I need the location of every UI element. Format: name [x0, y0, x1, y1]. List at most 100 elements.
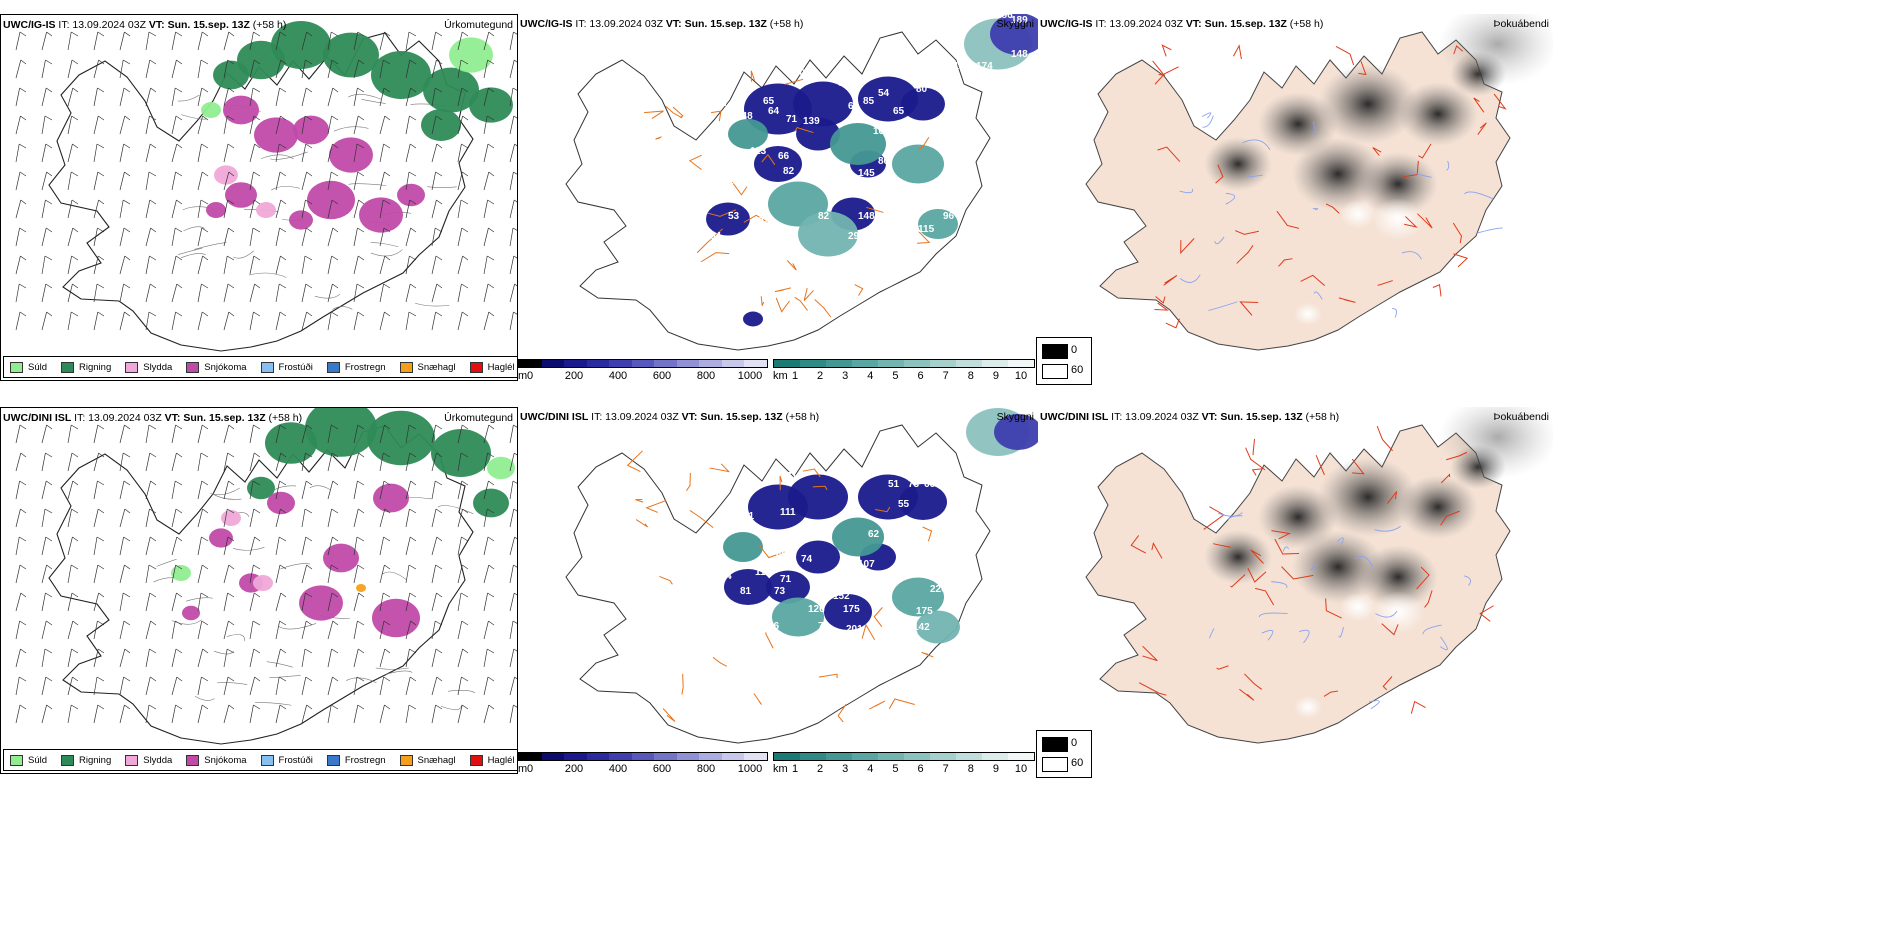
colorbar-bin	[586, 360, 610, 367]
visibility-value-label: 61	[948, 61, 960, 72]
visibility-value-label: 132	[848, 571, 865, 582]
visibility-value-label: 84	[838, 78, 850, 89]
visibility-value-label: 73	[774, 586, 786, 597]
legend-item: Frostregn	[326, 361, 386, 373]
colorbar-bin	[676, 753, 700, 760]
colorbar-tick: 9	[992, 763, 999, 774]
visibility-value-label: 74	[801, 554, 813, 565]
colorbar-tick: 7	[942, 763, 949, 774]
panel-title: UWC/IG-IS IT: 13.09.2024 03Z VT: Sun. 15…	[3, 19, 287, 31]
legend-swatch	[326, 361, 340, 373]
visibility-value-label: 142	[913, 622, 930, 633]
panel-parameter-name: Þokuábendi	[1493, 411, 1549, 423]
legend-item: Rigning	[61, 361, 112, 373]
colorbar-bin	[930, 360, 956, 367]
visibility-value-label: 6	[808, 74, 814, 85]
colorbar-bin	[982, 753, 1008, 760]
colorbar-bin	[519, 753, 542, 760]
visibility-value-label: 115	[918, 224, 935, 235]
colorbar-bin	[1008, 360, 1034, 367]
cloud-height-colorbar: m 0 200 400 600 800 1000	[518, 752, 768, 774]
visibility-value-label: 81	[743, 511, 755, 522]
colorbar-bin	[721, 753, 745, 760]
colorbar-bin	[930, 753, 956, 760]
colorbar-bin	[654, 753, 677, 760]
colorbar-bin	[878, 753, 904, 760]
visibility-value-label: 152	[833, 591, 850, 602]
colorbar-tick: 0	[526, 370, 534, 381]
visibility-value-label: 94	[943, 191, 955, 202]
legend-swatch	[61, 754, 75, 766]
fog-high-label: 0	[1071, 344, 1078, 356]
colorbar-bin	[774, 360, 800, 367]
legend-item: Frostúði	[260, 361, 313, 373]
panel-parameter-name: Skyggni	[996, 18, 1034, 30]
visibility-value-label: 60	[794, 68, 806, 79]
legend-item: Súld	[10, 361, 47, 373]
visibility-value-label: 68	[813, 151, 825, 162]
colorbar-bin	[586, 753, 610, 760]
panel-title: UWC/DINI ISL IT: 13.09.2024 03Z VT: Sun.…	[3, 412, 303, 424]
colorbar-unit: m	[518, 763, 528, 774]
colorbar-tick: 600	[652, 763, 672, 774]
visibility-value-label: 62	[868, 529, 880, 540]
visibility-value-label: 66	[924, 479, 936, 490]
legend-swatch	[186, 361, 200, 373]
colorbar-tick: 200	[564, 370, 584, 381]
legend-label: Snæhagl	[417, 361, 456, 373]
panel-parameter-name: Skyggni	[996, 411, 1034, 423]
visibility-value-label: 98	[763, 311, 775, 322]
visibility-value-label: 116	[755, 567, 772, 578]
visibility-value-label: 53	[858, 471, 870, 482]
visibility-value-label: 148	[736, 111, 753, 122]
visibility-value-label: 76	[768, 621, 780, 632]
visibility-panel-top: UWC/IG-IS IT: 13.09.2024 03Z VT: Sun. 15…	[518, 14, 1038, 381]
colorbar-unit: m	[518, 370, 528, 381]
legend-swatch	[326, 754, 340, 766]
colorbar-strip	[773, 752, 1035, 761]
visibility-value-label: 55	[898, 499, 910, 510]
legend-item: Haglél	[469, 754, 515, 766]
visibility-value-label: 81	[740, 586, 752, 597]
legend-label: Snæhagl	[417, 754, 456, 766]
visibility-value-label: 51	[888, 479, 900, 490]
fog-map	[1085, 14, 1553, 351]
colorbar-tick: 800	[696, 763, 716, 774]
visibility-value-label: 85	[776, 549, 788, 560]
colorbar-bin	[654, 360, 677, 367]
colorbar-unit: km	[773, 763, 788, 774]
colorbar-tick: 600	[652, 370, 672, 381]
visibility-value-label: 145	[898, 539, 915, 550]
panel-title: UWC/DINI ISL IT: 13.09.2024 03Z VT: Sun.…	[520, 411, 820, 423]
legend-label: Haglél	[487, 361, 515, 373]
colorbar-tick: 200	[564, 763, 584, 774]
visibility-value-label: 54	[878, 88, 890, 99]
colorbar-tick: 9	[992, 370, 999, 381]
colorbar-tick: 4	[867, 370, 874, 381]
visibility-value-label: 97	[758, 216, 770, 227]
legend-item: Frostúði	[260, 754, 313, 766]
colorbar-tick: 0	[526, 763, 534, 774]
fog-panel-bottom: UWC/DINI ISL IT: 13.09.2024 03Z VT: Sun.…	[1038, 407, 1553, 774]
visibility-value-label: 76	[818, 621, 830, 632]
legend-swatch	[260, 361, 274, 373]
colorbar-bin	[774, 753, 800, 760]
fog-legend-top: 0 60	[1036, 337, 1092, 385]
visibility-value-label: 74	[723, 98, 735, 109]
visibility-value-label: 175	[728, 176, 745, 187]
colorbar-tick: 1000	[737, 370, 763, 381]
legend-label: Snjókoma	[204, 754, 247, 766]
visibility-value-label: 96	[943, 211, 955, 222]
legend-label: Snjókoma	[204, 361, 247, 373]
fog-low-swatch	[1042, 757, 1068, 772]
colorbar-strip	[773, 359, 1035, 368]
visibility-value-label: 66	[778, 151, 790, 162]
legend-label: Rigning	[79, 361, 112, 373]
legend-item: Slydda	[125, 754, 172, 766]
legend-swatch	[469, 361, 483, 373]
colorbar-tick: 6	[917, 370, 924, 381]
legend-label: Rigning	[79, 754, 112, 766]
colorbar-tick: 1	[791, 370, 799, 381]
colorbar-tick: 400	[608, 763, 628, 774]
colorbar-tick: 5	[892, 763, 899, 774]
